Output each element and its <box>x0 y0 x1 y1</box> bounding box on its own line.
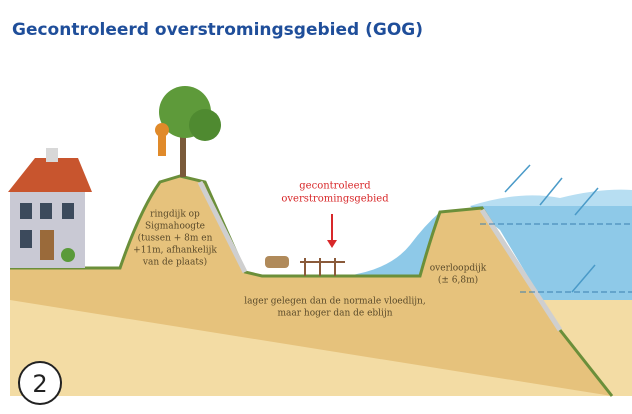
tree-crown <box>189 109 221 141</box>
title: Gecontroleerd overstromingsgebied (GOG) <box>12 20 423 40</box>
label: van de plaats) <box>142 257 207 268</box>
label: (± 6,8m) <box>438 275 478 286</box>
label: overloopdijk <box>430 264 487 274</box>
label: Sigmahoogte <box>145 222 205 232</box>
shrub <box>61 248 75 262</box>
label: overstromingsgebied <box>281 194 389 205</box>
goat <box>265 256 289 268</box>
illustration: Gecontroleerd overstromingsgebied (GOG) … <box>0 0 632 414</box>
step-number: 2 <box>32 370 47 398</box>
label: lager gelegen dan de normale vloedlijn, <box>244 297 425 307</box>
label: gecontroleerd <box>299 181 371 192</box>
label: ringdijk op <box>150 210 200 220</box>
chimney <box>46 148 58 162</box>
cyclist <box>158 136 166 156</box>
label: maar hoger dan de eblijn <box>277 309 392 319</box>
label: +11m, afhankelijk <box>133 246 217 256</box>
cyclist <box>155 123 169 137</box>
label: (tussen + 8m en <box>138 233 213 244</box>
